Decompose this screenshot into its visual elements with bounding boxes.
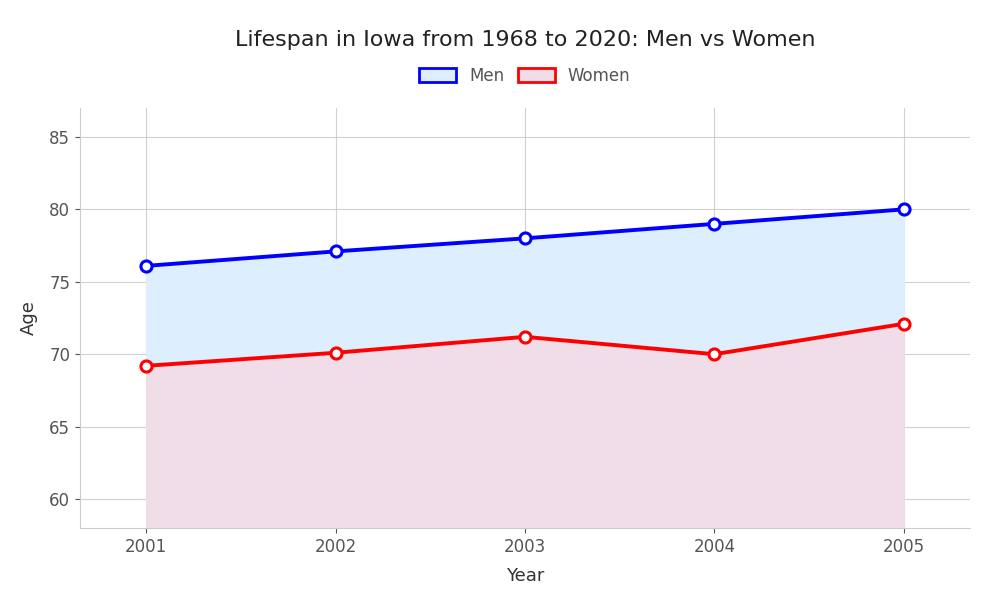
Title: Lifespan in Iowa from 1968 to 2020: Men vs Women: Lifespan in Iowa from 1968 to 2020: Men … (235, 29, 815, 49)
Legend: Men, Women: Men, Women (414, 62, 636, 90)
X-axis label: Year: Year (506, 567, 544, 585)
Y-axis label: Age: Age (20, 301, 38, 335)
